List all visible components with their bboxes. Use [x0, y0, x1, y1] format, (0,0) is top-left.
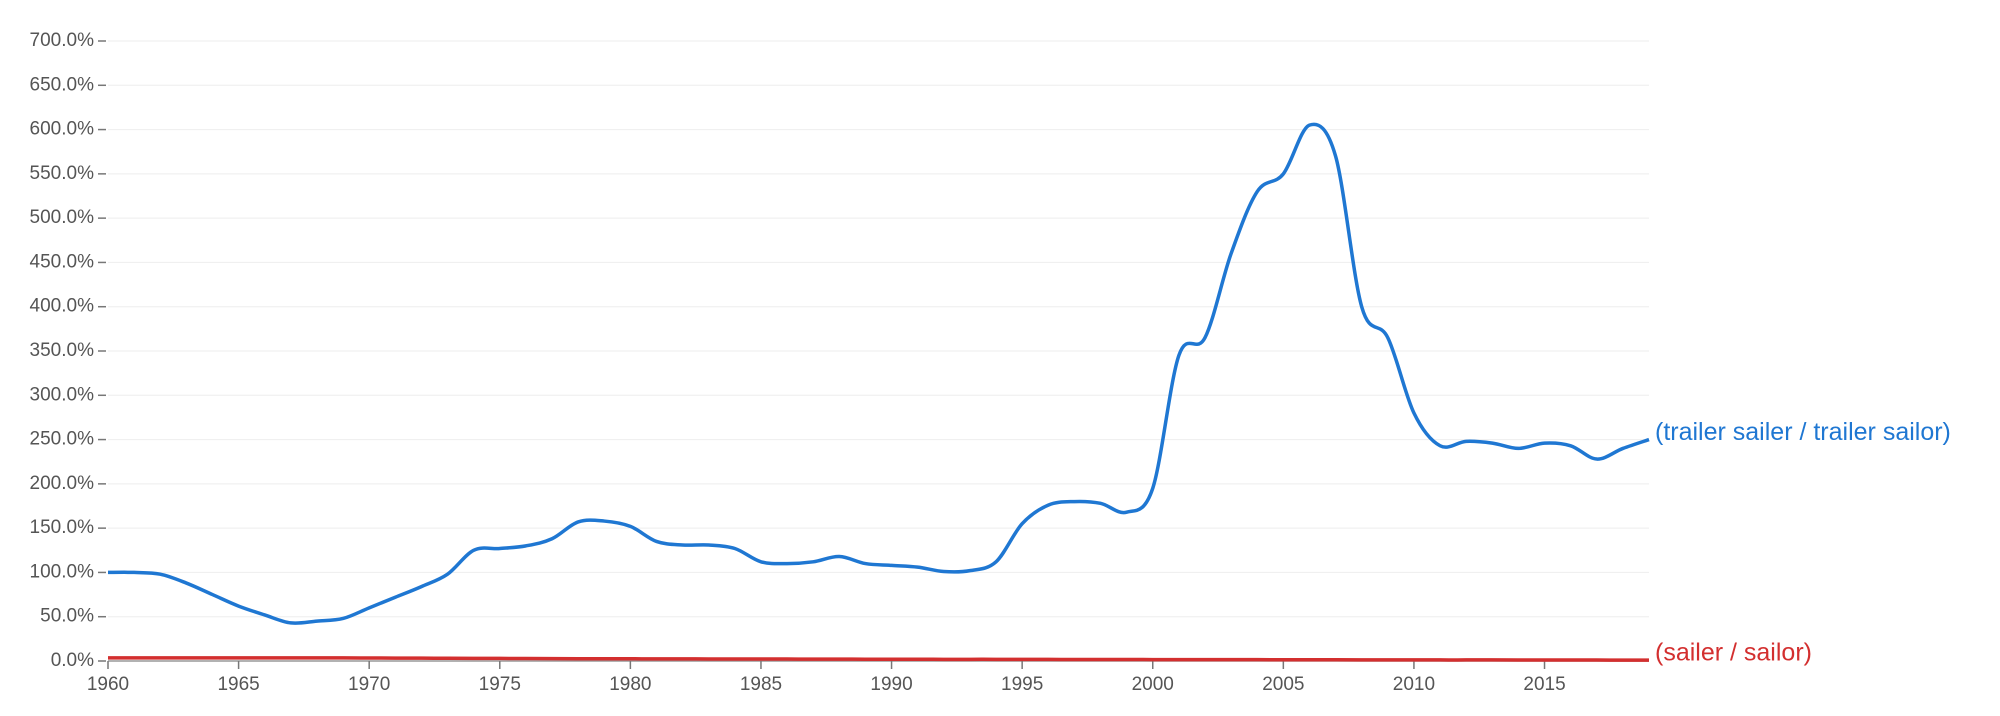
x-tick-label: 1985 — [740, 674, 782, 695]
y-tick-label: 50.0% — [40, 606, 94, 627]
y-tick-label: 500.0% — [30, 207, 95, 228]
series-line — [107, 122, 1650, 625]
y-tick-label: 250.0% — [30, 429, 95, 450]
y-tick-label: 0.0% — [51, 650, 94, 671]
x-tick-label: 1965 — [217, 674, 259, 695]
y-tick-label: 300.0% — [30, 384, 95, 405]
y-tick-label: 450.0% — [30, 251, 95, 272]
x-tick-label: 2015 — [1523, 674, 1565, 695]
y-tick-label: 650.0% — [30, 74, 95, 95]
series-label: (trailer sailer / trailer sailor) — [1655, 418, 1951, 446]
x-tick-label: 1990 — [870, 674, 912, 695]
x-tick-label: 2005 — [1262, 674, 1304, 695]
y-tick-label: 600.0% — [30, 119, 95, 140]
y-tick-label: 350.0% — [30, 340, 95, 361]
x-tick-label: 1970 — [348, 674, 390, 695]
y-tick-label: 200.0% — [30, 473, 95, 494]
y-tick-label: 700.0% — [30, 30, 95, 51]
x-tick-label: 1995 — [1001, 674, 1043, 695]
y-tick-label: 550.0% — [30, 163, 95, 184]
x-tick-label: 2000 — [1132, 674, 1174, 695]
x-tick-label: 2010 — [1393, 674, 1435, 695]
y-tick-label: 100.0% — [30, 561, 95, 582]
series-line — [108, 656, 1650, 662]
y-tick-label: 150.0% — [30, 517, 95, 538]
series-label: (sailer / sailor) — [1655, 639, 1812, 667]
x-tick-label: 1980 — [609, 674, 651, 695]
y-tick-label: 400.0% — [30, 296, 95, 317]
x-tick-label: 1960 — [87, 674, 129, 695]
x-tick-label: 1975 — [479, 674, 521, 695]
